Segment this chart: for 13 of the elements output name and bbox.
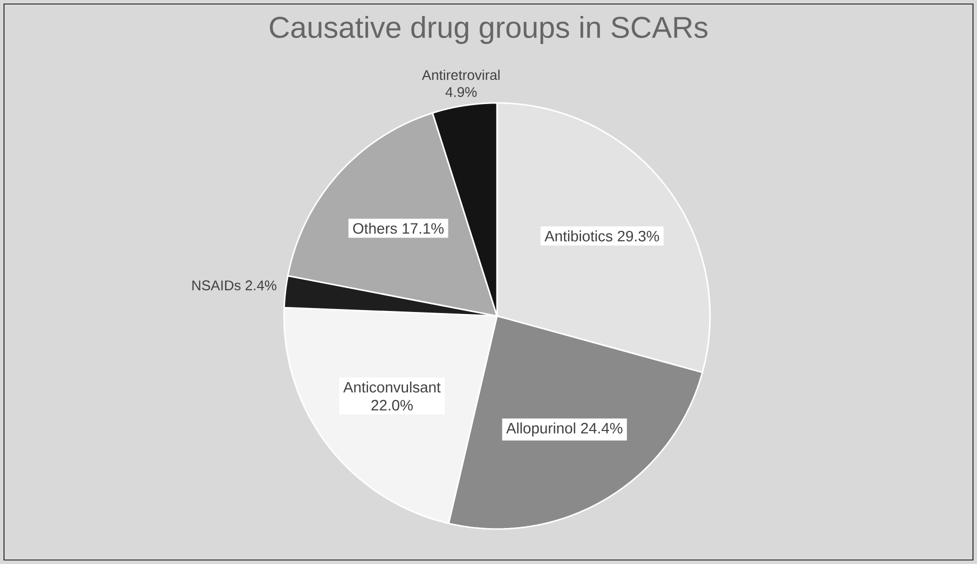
data-label: 2.4% bbox=[246, 280, 276, 290]
slice-label: NSAIDs bbox=[192, 280, 241, 290]
chart-title: Causative drug groups in SCARs bbox=[270, 16, 708, 44]
slice-label: Allopurinol bbox=[506, 422, 576, 436]
slice-label: Anticonvulsant bbox=[343, 382, 441, 393]
data-label: 4.9% bbox=[446, 87, 477, 97]
data-label: 17.1% bbox=[402, 223, 444, 234]
slice-label: Antibiotics bbox=[544, 230, 612, 242]
slice-label: Antiretroviral bbox=[422, 70, 500, 80]
data-label: 22.0% bbox=[371, 400, 413, 411]
slice-label: Others bbox=[353, 222, 397, 234]
data-label: 24.4% bbox=[581, 422, 622, 434]
data-label: 29.3% bbox=[618, 230, 660, 242]
